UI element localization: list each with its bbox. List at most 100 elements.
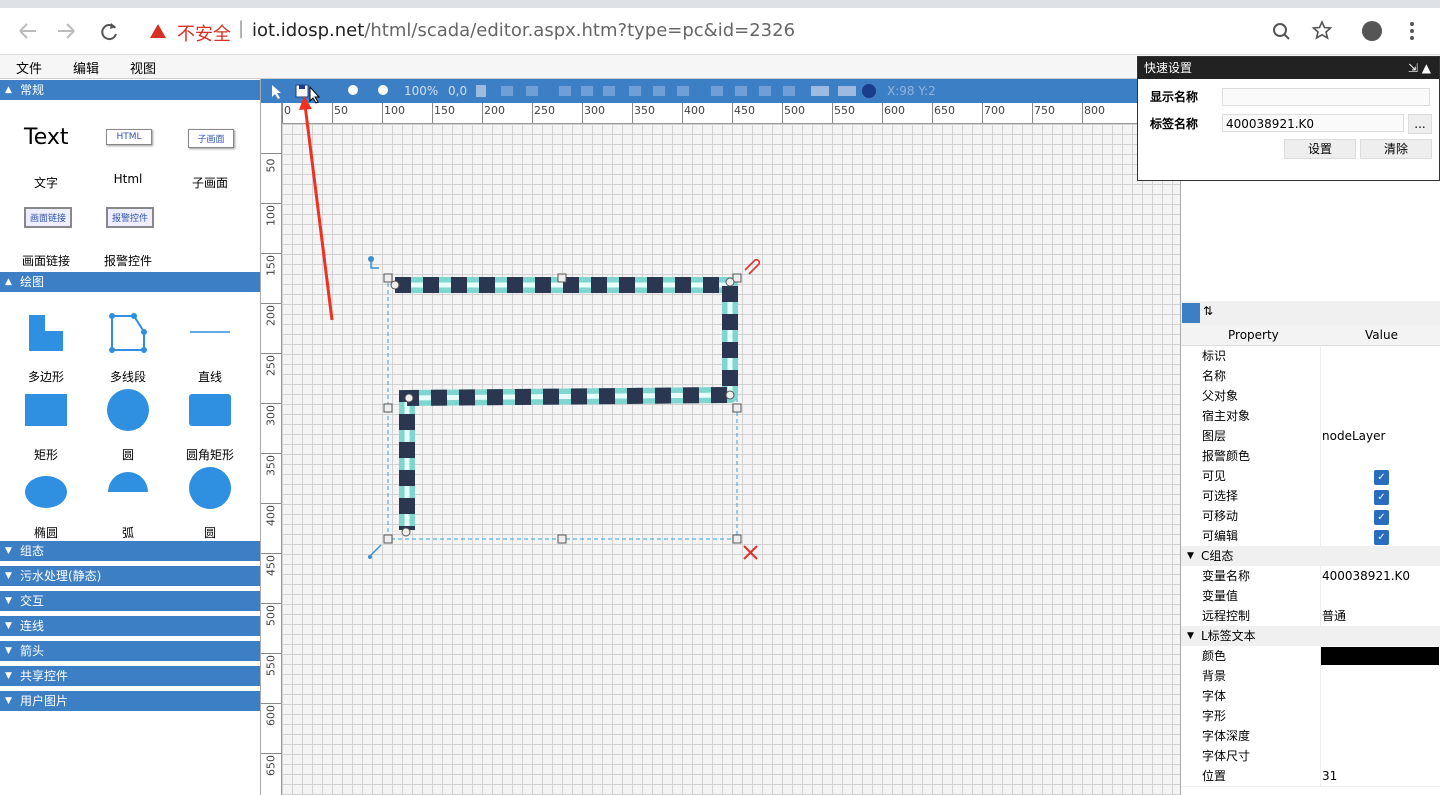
ruler-tick <box>261 503 281 504</box>
shape-label: 多线段 <box>109 370 146 384</box>
palette: ▲ 常规 Text 文字 HTML Html 子画面 子画面 画面链接 画面链接 报警控件 报警控件 ▲… <box>0 79 261 795</box>
palette-icon[interactable]: Text <box>24 125 69 150</box>
set-button[interactable]: 设置 <box>1284 139 1356 159</box>
ruler-x: 0 50 100 150 200 250 300 350 400 450 500 550 600 650 7… <box>281 103 1180 124</box>
cell-sep <box>1320 466 1321 486</box>
shape-icon[interactable] <box>188 466 232 510</box>
section-header[interactable]: ▲ 常规 <box>0 80 260 101</box>
shape-icon[interactable] <box>106 466 150 510</box>
section-header[interactable]: ▼ 用户图片 <box>0 691 260 712</box>
cell-sep <box>1320 506 1321 526</box>
prop-name: 宿主对象 <box>1202 409 1251 423</box>
ruler-tick <box>261 203 281 204</box>
ruler-label: 450 <box>734 104 755 117</box>
prop-row: 颜色 <box>1181 646 1440 667</box>
cell-sep <box>1320 386 1321 406</box>
checkbox[interactable]: ✓ <box>1374 510 1389 525</box>
checkbox[interactable]: ✓ <box>1374 530 1389 545</box>
palette-icon[interactable]: HTML <box>106 129 152 145</box>
ruler-tick <box>432 103 433 123</box>
prop-name: 图层 <box>1202 429 1227 443</box>
ruler-tick <box>732 103 733 123</box>
section-header[interactable]: ▼ 箭头 <box>0 641 260 662</box>
section-header[interactable]: ▼ 组态 <box>0 541 260 562</box>
palette-icon[interactable]: 子画面 <box>188 129 234 148</box>
section-header[interactable]: ▼ 共享控件 <box>0 666 260 687</box>
cell-sep <box>1320 586 1321 606</box>
section-header[interactable]: ▼ 连线 <box>0 616 260 637</box>
cell-sep <box>1320 726 1321 746</box>
prop-name: 字体 <box>1202 689 1227 703</box>
shape-icon[interactable] <box>24 466 68 510</box>
prop-row: 字体 <box>1181 686 1440 707</box>
ruler-label: 750 <box>1034 104 1055 117</box>
categorized-btn[interactable] <box>1182 303 1200 323</box>
prop-row: 父对象 <box>1181 386 1440 407</box>
ruler-tick <box>1032 103 1033 123</box>
section-header[interactable]: ▲ 绘图 <box>0 272 260 293</box>
browse-button[interactable]: ... <box>1408 114 1432 134</box>
section-header[interactable]: ▼ 交互 <box>0 591 260 612</box>
toolbar-icons <box>272 84 876 99</box>
ruler-tick <box>261 353 281 354</box>
cell-sep <box>1320 406 1321 426</box>
clear-button[interactable]: 清除 <box>1360 139 1432 159</box>
color-swatch[interactable] <box>1321 647 1439 665</box>
sort-btn[interactable]: ⇅ <box>1203 304 1214 318</box>
shape-icon[interactable] <box>188 388 232 432</box>
ruler-tick <box>982 103 983 123</box>
section-arrow: ▼ <box>5 571 12 581</box>
display-input[interactable] <box>1222 88 1430 106</box>
url[interactable]: iot.idosp.net/html/scada/editor.aspx.htm… <box>252 20 795 41</box>
prop-row: 标识 <box>1181 346 1440 367</box>
offset: 0,0 <box>448 84 468 98</box>
cell-sep <box>1320 706 1321 726</box>
shape-icon[interactable] <box>106 388 150 432</box>
cell-sep <box>1320 346 1321 366</box>
tag-input[interactable]: 400038921.K0 <box>1222 114 1404 132</box>
prop-row: 报警颜色 <box>1181 446 1440 467</box>
prop-value[interactable]: 普通 <box>1322 609 1347 623</box>
window-controls[interactable]: ⇲ ▲ <box>1407 61 1431 75</box>
shape-icon[interactable] <box>24 310 68 354</box>
divider: | <box>238 18 245 39</box>
ruler-label: 600 <box>884 104 905 117</box>
section-title: 常规 <box>20 83 45 97</box>
prop-row: 可见 ✓ <box>1181 466 1440 487</box>
menu-item[interactable]: 视图 <box>130 62 157 77</box>
prop-row: 宿主对象 <box>1181 406 1440 427</box>
prop-name: 位置 <box>1202 769 1227 783</box>
ruler-tick <box>682 103 683 123</box>
ruler-label: 250 <box>534 104 555 117</box>
prop-row: 字形 <box>1181 706 1440 727</box>
shape-label: 直线 <box>197 370 222 384</box>
palette-icon[interactable]: 画面链接 <box>24 207 72 228</box>
url-path: /html/scada/editor.aspx.htm?type=pc&id=2… <box>364 20 796 41</box>
prop-value[interactable]: 400038921.K0 <box>1322 569 1411 583</box>
palette-icon[interactable]: 报警控件 <box>106 207 154 228</box>
checkbox[interactable]: ✓ <box>1374 470 1389 485</box>
prop-name: 远程控制 <box>1202 609 1251 623</box>
checkbox[interactable]: ✓ <box>1374 490 1389 505</box>
section-title: 箭头 <box>20 644 45 658</box>
ruler-tick <box>261 403 281 404</box>
ruler-label: 0 <box>284 104 291 117</box>
palette-label: 文字 <box>33 176 58 190</box>
shape-icon[interactable] <box>106 310 150 354</box>
shape-label: 多边形 <box>27 370 64 384</box>
prop-group: ▼ C组态 <box>1181 546 1440 567</box>
prop-value[interactable]: 31 <box>1322 769 1338 783</box>
ruler-label: 500 <box>264 605 278 626</box>
prop-value[interactable]: nodeLayer <box>1322 429 1386 443</box>
shape-icon[interactable] <box>188 310 232 354</box>
prop-name: 变量值 <box>1202 589 1239 603</box>
canvas-grid[interactable] <box>282 124 1180 795</box>
quick-settings: 快速设置 ⇲ ▲ 显示名称 标签名称 400038921.K0 ... 设置 清除 <box>1137 56 1440 181</box>
menu-item[interactable]: 文件 <box>16 62 43 77</box>
prop-name: 颜色 <box>1202 649 1227 663</box>
menu-item[interactable]: 编辑 <box>73 62 100 77</box>
section-header[interactable]: ▼ 污水处理(静态) <box>0 566 260 587</box>
cell-sep <box>1320 686 1321 706</box>
shape-icon[interactable] <box>24 388 68 432</box>
cell-sep <box>1320 766 1321 786</box>
